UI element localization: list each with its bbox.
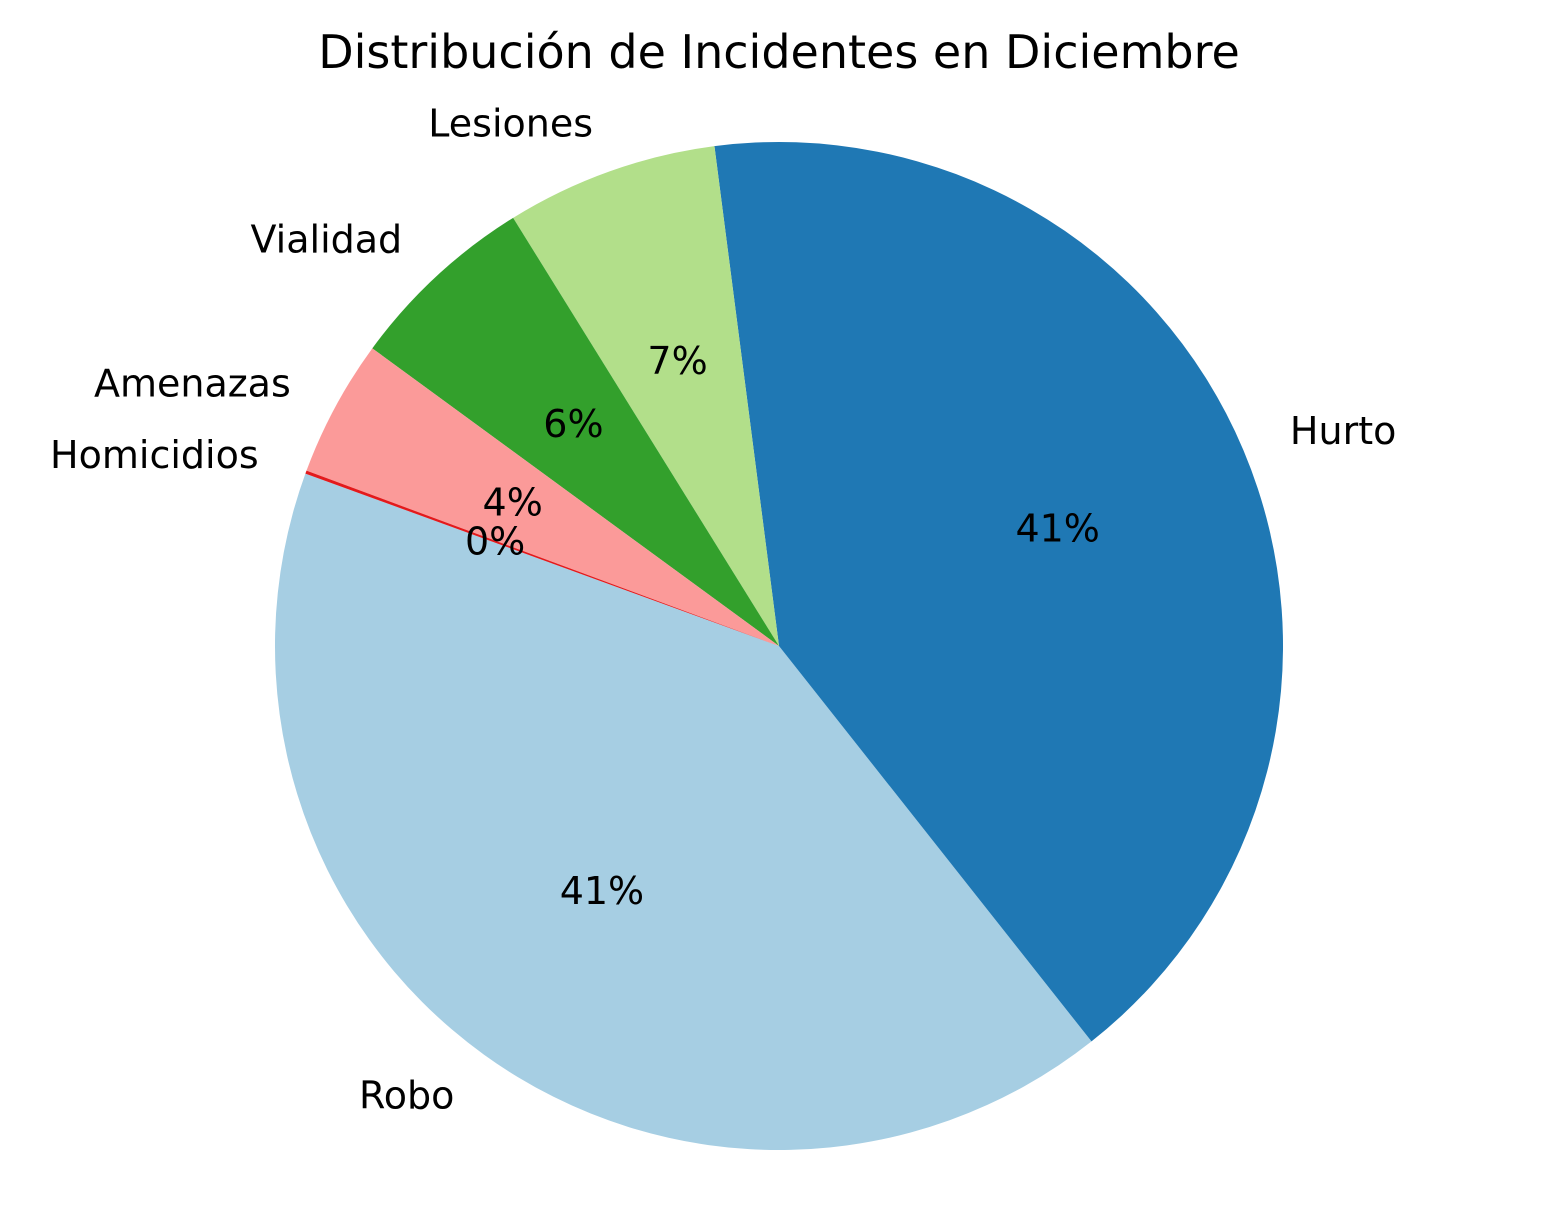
slice-label-vialidad: Vialidad — [251, 217, 403, 261]
pie-slice-amenazas — [306, 348, 779, 646]
slice-label-amenazas: Amenazas — [94, 361, 291, 405]
slice-labels: Robo Hurto Lesiones Vialidad Amenazas Homicid… — [50, 102, 1396, 1118]
pie-slices — [274, 141, 1284, 1151]
pie-slice-lesiones — [513, 146, 779, 646]
percentage-labels: 41% 41% 7% 6%4%0% — [465, 339, 1100, 913]
chart-title: Distribución de Incidentes en Diciembre — [318, 25, 1240, 79]
slice-label-robo: Robo — [359, 1073, 454, 1117]
pct-label-homicidios: 0% — [465, 520, 525, 564]
slice-label-lesiones: Lesiones — [428, 102, 593, 146]
slice-label-homicidios: Homicidios — [50, 433, 259, 477]
pie-slice-homicidios — [305, 470, 779, 646]
pct-label-hurto: 41% — [1015, 507, 1099, 551]
pct-label-lesiones: 7% — [647, 339, 707, 383]
pct-label-vialidad: 6% — [543, 402, 603, 446]
pie-slice-vialidad — [372, 217, 779, 646]
pct-label-robo: 41% — [560, 869, 644, 913]
pie-slice-hurto — [714, 141, 1284, 1042]
pct-label-amenazas: 4% — [483, 481, 543, 525]
pie-slice-robo — [274, 473, 1092, 1151]
slice-label-hurto: Hurto — [1290, 409, 1396, 453]
